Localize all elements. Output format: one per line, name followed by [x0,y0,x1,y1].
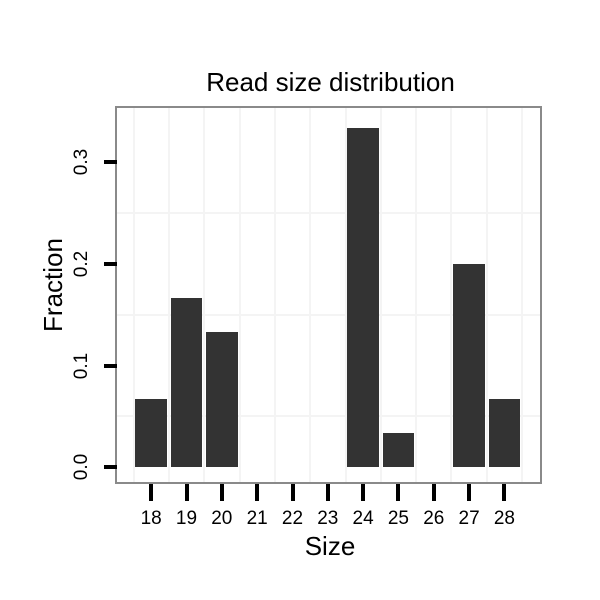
gridline-vertical [309,108,312,482]
gridline-vertical [203,108,206,482]
x-tick-label: 21 [246,508,268,529]
x-tick-mark [325,484,330,501]
bar [382,433,415,468]
x-axis-title: Size [304,531,356,561]
y-axis-title: Fraction [38,238,68,332]
x-tick-label: 19 [175,508,198,529]
gridline-vertical [238,108,241,482]
x-tick-mark [396,484,401,501]
x-tick-label: 23 [317,508,339,529]
x-tick-mark [184,484,189,501]
x-tick-mark [361,484,366,501]
gridline-vertical [132,108,135,482]
bar [488,399,521,468]
x-tick-label: 22 [281,508,304,529]
x-tick-label: 18 [140,508,162,529]
gridline-vertical [344,108,347,482]
gridline-horizontal [117,211,540,214]
gridline-vertical [450,108,453,482]
chart-title: Read size distribution [206,67,455,97]
bar [206,331,238,468]
x-tick-label: 24 [352,508,374,529]
y-tick-label: 0.0 [71,454,92,481]
bar [347,128,379,468]
x-tick-label: 25 [387,508,409,529]
y-tick-label: 0.3 [71,148,92,176]
x-tick-mark [431,484,436,501]
gridline-vertical [415,108,418,482]
bar [170,297,203,468]
gridline-vertical [521,108,524,482]
gridline-horizontal [117,415,540,418]
x-tick-mark [290,484,295,501]
x-tick-label: 20 [211,508,233,529]
x-tick-mark [502,484,507,501]
bar [135,399,167,468]
x-tick-mark [149,484,154,501]
x-tick-label: 27 [458,508,480,529]
gridline-vertical [379,108,382,482]
x-tick-label: 28 [493,508,515,529]
y-tick-label: 0.2 [71,250,92,277]
y-tick-mark [104,159,117,164]
gridline-vertical [485,108,488,482]
y-tick-mark [104,363,117,368]
bar [453,263,485,468]
y-tick-mark [104,261,117,266]
gridline-horizontal [117,313,540,316]
x-tick-label: 26 [423,508,445,529]
gridline-vertical [167,108,170,482]
y-tick-mark [104,465,117,470]
x-tick-mark [467,484,472,501]
y-tick-label: 0.1 [71,352,92,379]
x-tick-mark [255,484,260,501]
gridline-vertical [273,108,276,482]
x-tick-mark [219,484,224,501]
